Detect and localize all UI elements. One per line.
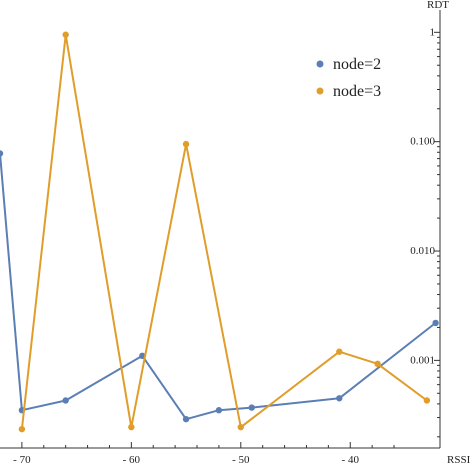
x-tick-label: - 50: [232, 454, 250, 466]
data-point: [62, 397, 69, 404]
x-axis-label: RSSI: [447, 454, 471, 466]
y-tick-label: 0.010: [410, 245, 435, 257]
y-tick-label: 1: [430, 26, 436, 38]
data-point: [374, 360, 381, 368]
plot-area: [0, 31, 439, 433]
data-point: [0, 150, 4, 157]
data-point: [432, 319, 439, 327]
y-axis-label: RDT: [427, 0, 449, 11]
series-line: [0, 153, 437, 421]
data-point: [182, 140, 190, 148]
y-tick-label: 0.100: [410, 136, 435, 148]
x-tick-label: - 60: [123, 454, 141, 466]
legend: node=2 node=3: [316, 56, 381, 100]
legend-marker: [316, 87, 324, 95]
data-point: [128, 423, 135, 431]
data-point: [18, 425, 26, 433]
x-axis-ticks: - 70 - 60 - 50 - 40: [13, 442, 395, 466]
x-tick-label: - 70: [13, 454, 31, 466]
data-point: [182, 415, 190, 423]
data-point: [248, 404, 255, 411]
data-point: [215, 407, 223, 414]
data-point: [237, 423, 244, 431]
series-2: [18, 31, 431, 433]
legend-label: node=3: [333, 83, 381, 100]
data-point: [62, 31, 69, 38]
series-1: [0, 150, 439, 423]
y-axis-ticks: 1 0.100 0.010 0.001: [410, 26, 440, 438]
data-point: [336, 348, 343, 355]
data-point: [423, 397, 431, 404]
data-point: [336, 395, 343, 402]
legend-label: node=2: [333, 56, 381, 73]
legend-marker: [316, 60, 324, 68]
series-line: [20, 33, 428, 430]
y-tick-label: 0.001: [410, 354, 435, 366]
x-tick-label: - 40: [342, 454, 360, 466]
